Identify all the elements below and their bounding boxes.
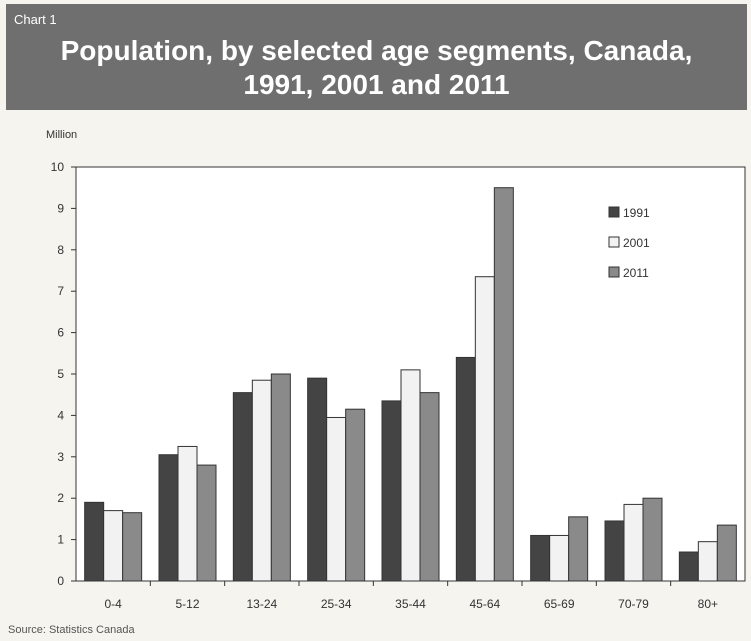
legend-swatch-2011	[608, 266, 620, 278]
y-tick-label: 2	[57, 491, 64, 505]
bar-1991-13-24	[232, 392, 253, 582]
legend-label-2001: 2001	[623, 236, 650, 250]
bar-1991-45-64	[455, 356, 476, 582]
bar-2001-45-64	[474, 276, 495, 582]
x-tick-label: 45-64	[469, 597, 500, 611]
bar-2011-25-34	[345, 408, 366, 582]
legend-swatch-1991	[608, 206, 620, 218]
bar-1991-25-34	[307, 377, 328, 582]
x-tick-label: 65-69	[544, 597, 575, 611]
chart-title-line-1: Population, by selected age segments, Ca…	[60, 35, 693, 66]
legend-label-1991: 1991	[623, 206, 650, 220]
chart-title-line-2: 1991, 2001 and 2011	[243, 69, 510, 100]
bar-2001-13-24	[251, 379, 272, 582]
x-tick-label: 80+	[698, 597, 718, 611]
bar-2001-80+	[697, 541, 718, 582]
x-tick-label: 13-24	[246, 597, 277, 611]
y-tick-label: 7	[57, 284, 64, 298]
chart-header: Chart 1 Population, by selected age segm…	[6, 4, 747, 110]
y-tick-label: 10	[51, 160, 65, 174]
x-tick-label: 70-79	[618, 597, 649, 611]
bar-2001-0-4	[103, 510, 124, 582]
y-tick-label: 6	[57, 326, 64, 340]
bar-1991-70-79	[604, 520, 625, 582]
bar-2011-35-44	[419, 392, 440, 582]
chart-title: Population, by selected age segments, Ca…	[6, 34, 747, 102]
chart-number: Chart 1	[14, 12, 57, 27]
y-tick-label: 0	[57, 574, 64, 588]
bar-2011-5-12	[196, 464, 217, 582]
bar-2001-25-34	[326, 416, 347, 582]
bar-1991-0-4	[84, 501, 105, 582]
bar-2011-0-4	[122, 512, 143, 582]
bar-1991-5-12	[158, 454, 179, 582]
bar-2011-45-64	[493, 187, 514, 582]
bar-2011-65-69	[568, 516, 589, 582]
y-tick-label: 1	[57, 533, 64, 547]
bar-2001-35-44	[400, 369, 421, 582]
y-tick-label: 5	[57, 367, 64, 381]
bar-2011-13-24	[270, 373, 291, 582]
bar-2001-65-69	[549, 534, 570, 582]
bar-2001-70-79	[623, 503, 644, 582]
y-tick-label: 9	[57, 201, 64, 215]
legend-swatch-2001	[608, 236, 620, 248]
x-tick-label: 5-12	[175, 597, 199, 611]
y-tick-label: 8	[57, 243, 64, 257]
bar-1991-80+	[678, 551, 699, 582]
bar-2011-70-79	[642, 497, 663, 582]
x-tick-label: 0-4	[104, 597, 122, 611]
bar-1991-35-44	[381, 400, 402, 582]
y-axis-label: Million	[46, 129, 77, 141]
y-tick-label: 3	[57, 450, 64, 464]
source-note: Source: Statistics Canada	[8, 624, 135, 636]
x-tick-label: 25-34	[321, 597, 352, 611]
bar-1991-65-69	[530, 534, 551, 582]
legend-label-2011: 2011	[623, 266, 649, 280]
y-tick-label: 4	[57, 408, 64, 422]
x-tick-label: 35-44	[395, 597, 426, 611]
bar-2001-5-12	[177, 445, 198, 582]
bar-2011-80+	[716, 524, 737, 582]
